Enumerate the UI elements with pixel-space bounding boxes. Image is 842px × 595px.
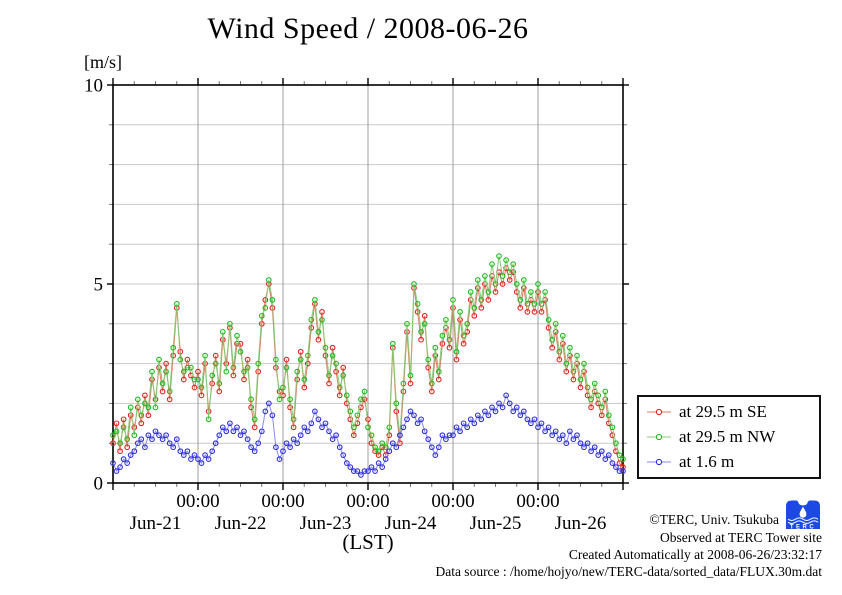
legend-item: at 1.6 m (646, 452, 819, 472)
x-day-label: Jun-25 (470, 513, 522, 534)
legend-box: at 29.5 m SE at 29.5 m NW at 1.6 m (637, 395, 821, 479)
y-tick-labels: 0 5 10 (84, 76, 103, 495)
x-day-label: Jun-22 (215, 513, 267, 534)
legend-marker-icon (647, 433, 671, 441)
series-points-2 (110, 392, 626, 478)
legend-label: at 1.6 m (679, 452, 735, 472)
legend-label: at 29.5 m SE (679, 401, 767, 421)
created-timestamp-text: Created Automatically at 2008-06-26/23:3… (568, 547, 822, 562)
terc-logo: TERC (786, 500, 820, 531)
x-day-label: Jun-24 (385, 513, 437, 534)
y-axis-units-label: [m/s] (84, 52, 122, 72)
x-day-label: Jun-26 (555, 513, 607, 534)
x-tick-label-midnight: 00:00 (431, 491, 474, 512)
terc-logo-wave-2 (787, 520, 819, 524)
y-tick-label: 0 (94, 474, 104, 495)
y-tick-label: 5 (94, 275, 104, 296)
x-day-label: Jun-21 (130, 513, 182, 534)
x-tick-label-midnight: 00:00 (176, 491, 219, 512)
copyright-text: ©TERC, Univ. Tsukuba (649, 512, 779, 527)
x-tick-label-midnight: 00:00 (516, 491, 559, 512)
terc-logo-wave-1 (787, 517, 819, 521)
plot-border (112, 84, 624, 484)
page-title: Wind Speed / 2008-06-26 (207, 12, 529, 45)
datasource-path-text: Data source : /home/hojyo/new/TERC-data/… (435, 564, 822, 579)
legend-marker-icon (647, 459, 671, 466)
terc-logo-droplet-icon (799, 506, 807, 518)
series-line-1 (112, 256, 624, 460)
observed-site-text: Observed at TERC Tower site (659, 530, 822, 545)
terc-logo-text: TERC (790, 525, 816, 531)
series-points-1 (110, 253, 626, 462)
x-axis-label-lst: (LST) (342, 530, 394, 554)
x-tick-label-midnight: 00:00 (261, 491, 304, 512)
series-line-0 (112, 266, 624, 468)
x-day-label: Jun-23 (300, 513, 352, 534)
legend-marker-icon (647, 408, 671, 415)
y-tick-label: 10 (84, 76, 103, 97)
legend-item: at 29.5 m NW (646, 427, 819, 447)
legend-item: at 29.5 m SE (646, 402, 819, 422)
x-tick-label-midnight: 00:00 (346, 491, 389, 512)
legend-label: at 29.5 m NW (679, 426, 776, 446)
series-line-2 (112, 393, 623, 476)
